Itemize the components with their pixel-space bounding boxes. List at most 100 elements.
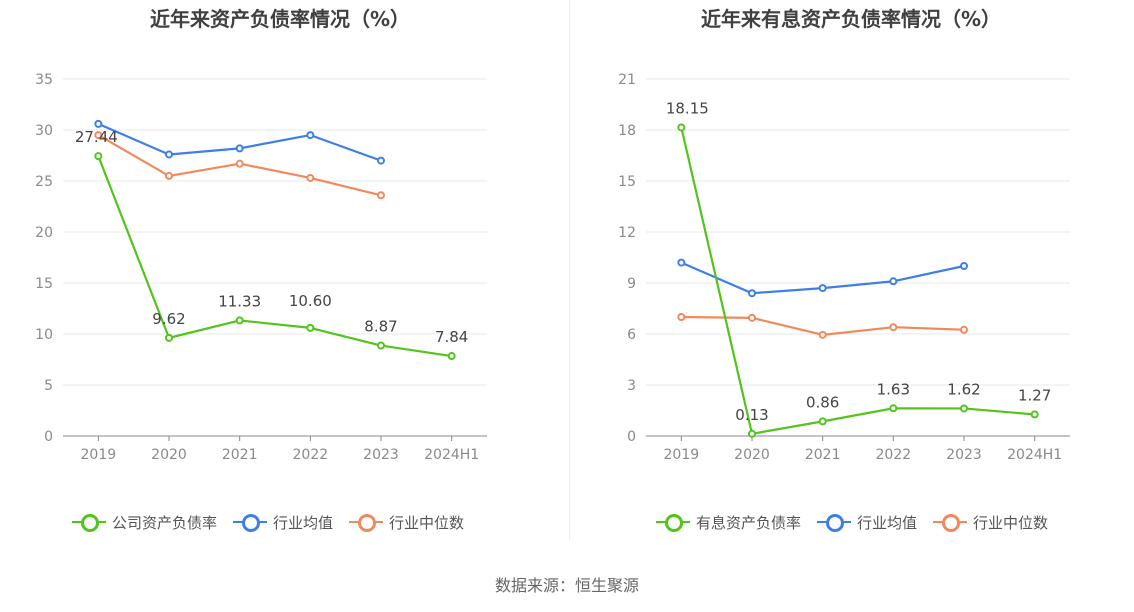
point-avg (306, 131, 315, 140)
data-label: 0.13 (735, 406, 768, 424)
point-company (377, 341, 385, 350)
point-median (94, 131, 103, 140)
point-median (235, 159, 244, 168)
y-tick-label: 35 (35, 72, 53, 88)
legend-label: 行业均值 (857, 513, 918, 532)
legend-item-avg[interactable]: 行业均值 (233, 512, 333, 533)
data-label: 27.44 (75, 128, 118, 146)
point-company (960, 404, 968, 413)
y-tick-label: 15 (618, 174, 636, 190)
point-avg (677, 258, 686, 267)
y-tick-label: 20 (35, 225, 53, 241)
point-company (447, 352, 456, 361)
x-tick-label: 2019 (664, 447, 700, 463)
y-tick-label: 10 (35, 327, 53, 343)
chart-title-left: 近年来资产负债率情况（%） (149, 7, 411, 31)
x-tick-label: 2021 (222, 447, 258, 463)
y-tick-label: 5 (44, 378, 53, 394)
x-tick-label: 2023 (363, 447, 399, 463)
y-tick-label: 15 (35, 276, 53, 292)
y-tick-label: 3 (627, 378, 636, 394)
data-label: 1.27 (1018, 386, 1051, 404)
legend-left: 公司资产负债率 行业均值 行业中位数 (72, 508, 480, 536)
data-source-note: 数据来源：恒生聚源 (494, 576, 639, 595)
y-tick-label: 0 (627, 429, 636, 445)
legend-swatch-avg (817, 512, 852, 532)
y-tick-label: 21 (618, 72, 636, 88)
y-tick-label: 30 (35, 123, 53, 139)
point-median (165, 171, 173, 180)
point-avg (748, 289, 756, 298)
point-avg (889, 277, 898, 286)
point-median (748, 313, 756, 322)
data-label: 7.84 (435, 328, 468, 346)
data-label: 18.15 (666, 99, 709, 117)
point-avg (960, 262, 968, 270)
series-line-company (680, 127, 1035, 435)
x-tick-label: 2020 (151, 447, 187, 463)
point-avg (94, 119, 103, 128)
point-company (677, 123, 686, 132)
legend-item-company[interactable]: 有息资产负债率 (656, 512, 801, 533)
point-avg (377, 156, 385, 165)
point-avg (818, 284, 827, 293)
legend-label: 有息资产负债率 (696, 513, 802, 532)
y-tick-label: 0 (44, 429, 53, 445)
data-label: 8.87 (364, 318, 397, 336)
panel-divider (569, 0, 570, 540)
point-median (306, 173, 315, 182)
point-company (748, 429, 756, 438)
point-company (889, 404, 898, 413)
point-company (1030, 410, 1039, 419)
legend-label: 公司资产负债率 (112, 513, 218, 532)
legend-label: 行业中位数 (389, 513, 465, 532)
x-tick-label: 2022 (293, 447, 329, 463)
point-company (818, 417, 827, 426)
point-median (818, 330, 827, 339)
legend-right: 有息资产负债率 行业均值 行业中位数 (656, 508, 1064, 536)
legend-label: 行业均值 (273, 513, 334, 532)
series-line-company (97, 155, 452, 358)
x-tick-label: 2021 (805, 447, 841, 463)
x-tick-label: 2024H1 (424, 447, 479, 463)
data-label: 1.62 (947, 380, 980, 398)
point-median (377, 191, 385, 200)
y-tick-label: 25 (35, 174, 53, 190)
legend-item-avg[interactable]: 行业均值 (817, 512, 917, 533)
chart-title-right: 近年来有息资产负债率情况（%） (700, 7, 1002, 31)
legend-swatch-company (72, 512, 106, 532)
data-label: 11.33 (218, 292, 261, 310)
point-median (960, 325, 968, 334)
x-tick-label: 2023 (946, 447, 982, 463)
data-label: 10.60 (289, 292, 332, 310)
legend-swatch-company (656, 512, 690, 532)
data-label: 1.63 (877, 380, 910, 398)
legend-swatch-median (933, 512, 968, 532)
point-company (165, 333, 173, 342)
series-line-avg (97, 122, 382, 162)
point-company (94, 152, 103, 161)
point-company (306, 323, 315, 332)
legend-label: 行业中位数 (973, 513, 1049, 532)
point-avg (165, 150, 173, 159)
legend-item-median[interactable]: 行业中位数 (933, 512, 1048, 533)
x-tick-label: 2022 (876, 447, 912, 463)
legend-item-company[interactable]: 公司资产负债率 (72, 512, 217, 533)
y-tick-label: 9 (627, 276, 636, 292)
legend-swatch-median (349, 512, 384, 532)
legend-item-median[interactable]: 行业中位数 (349, 512, 464, 533)
x-tick-label: 2020 (734, 447, 770, 463)
point-median (889, 323, 898, 332)
x-tick-label: 2019 (81, 447, 117, 463)
y-tick-label: 18 (618, 123, 636, 139)
y-tick-label: 6 (627, 327, 636, 343)
data-label: 9.62 (152, 310, 185, 328)
x-tick-label: 2024H1 (1007, 447, 1062, 463)
data-label: 0.86 (806, 393, 839, 411)
y-tick-label: 12 (618, 225, 636, 241)
legend-swatch-avg (233, 512, 268, 532)
point-avg (235, 144, 244, 153)
point-company (235, 316, 244, 325)
point-median (677, 313, 686, 321)
